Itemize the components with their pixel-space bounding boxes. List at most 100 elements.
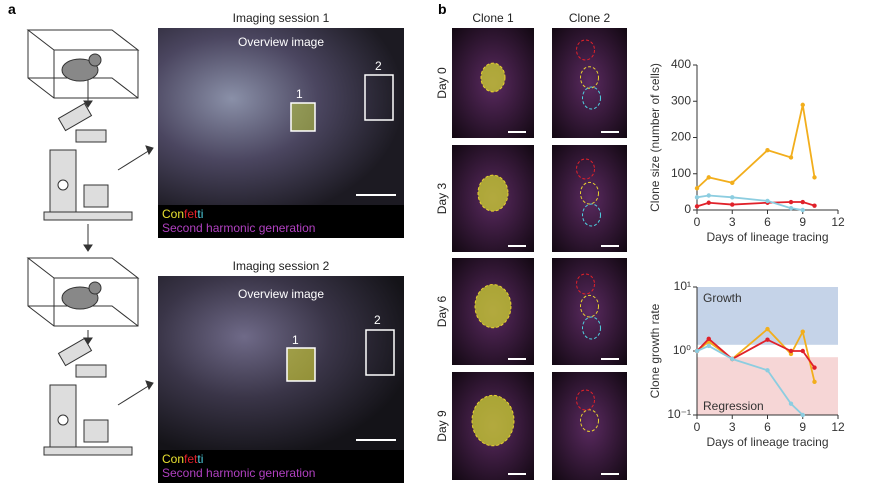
legend-box [158,205,404,238]
legend-box [158,450,404,483]
clone-blob [480,62,506,93]
clone-image [552,145,627,252]
band-label: Regression [703,399,764,413]
row-label: Day 3 [435,183,449,215]
y-tick-label: 100 [671,166,691,180]
clone-outline [582,316,601,340]
y-tick-label: 10¹ [674,279,691,293]
clone-blob [474,284,512,329]
y-tick-label: 400 [671,57,691,71]
roi-box [286,347,316,382]
point [800,207,805,213]
clone-blob [477,174,509,212]
legend-part: ti [197,452,203,466]
clone-outline [576,273,595,295]
panel-label: a [8,1,16,17]
session-title: Imaging session 1 [233,11,330,25]
point [765,326,770,332]
row-label: Day 0 [435,67,449,99]
mouse-cage [26,29,140,99]
clone-image [552,28,627,138]
roi-box [364,74,394,121]
series-line [696,201,815,208]
overview-image [158,276,404,450]
roi-label: 1 [296,87,303,101]
point [800,348,805,354]
point [812,379,817,385]
point [765,368,770,373]
microscope [43,102,133,221]
overview-image [158,28,404,205]
point [765,198,770,204]
clone-blob [580,66,599,89]
legend-shg: Second harmonic generation [162,221,315,235]
arrow [83,80,154,406]
clone-outline [582,86,601,110]
point [788,199,794,205]
clone-outline [582,203,601,227]
legend-part: Con [162,452,184,466]
point [694,204,700,209]
row-label: Day 6 [435,296,449,328]
x-tick-label: 3 [729,420,736,434]
point [730,180,735,186]
point [765,147,770,153]
point [800,102,805,108]
point [694,348,700,354]
y-tick-label: 10⁰ [673,343,691,357]
point [788,205,794,211]
column-header: Clone 2 [569,11,611,25]
x-tick-label: 12 [831,215,845,229]
point [706,343,711,349]
x-tick-label: 9 [799,420,806,434]
x-tick-label: 0 [694,215,701,229]
clone-blob [471,394,515,447]
legend-part: ti [197,207,203,221]
mouse-cage [26,257,140,327]
clone-blob [580,294,599,318]
column-header: Clone 1 [472,11,514,25]
point [706,200,711,205]
legend-shg: Second harmonic generation [162,466,315,480]
point [812,203,817,208]
session-1: Imaging session 1 Overview image 1 2 Con… [158,11,404,238]
roi-label: 1 [292,333,299,347]
band [697,287,838,345]
x-tick-label: 9 [799,215,806,229]
point [765,337,770,342]
y-tick-label: 10⁻¹ [667,407,691,421]
point [788,155,794,160]
session-title: Imaging session 2 [233,259,330,273]
overview-label: Overview image [238,35,324,49]
y-tick-label: 200 [671,130,691,144]
clone-outline [576,39,595,61]
point [812,175,817,180]
point [694,186,700,191]
x-tick-label: 6 [764,420,771,434]
clone-grid: Clone 1 Clone 2 Day 0 Day 3 Day 6 Day 9 [435,11,627,480]
legend-part: fet [184,207,198,221]
band-label: Growth [703,291,742,305]
x-tick-label: 3 [729,215,736,229]
point [800,412,805,418]
x-tick-label: 12 [831,420,845,434]
clone-outline [576,158,595,180]
roi-box [290,102,316,132]
point [812,365,817,370]
clone-blob [580,409,599,432]
legend-part: fet [184,452,198,466]
overview-label: Overview image [238,287,324,301]
clone-image [552,372,627,480]
point [730,202,735,207]
point [706,193,711,198]
y-tick-label: 300 [671,93,691,107]
clone-image [552,258,627,365]
roi-label: 2 [375,59,382,73]
session-2: Imaging session 2 Overview image 1 2 Con… [158,259,404,483]
point [694,195,700,200]
x-tick-label: 6 [764,215,771,229]
legend-confetti: Confetti [162,207,203,221]
point [730,356,735,362]
